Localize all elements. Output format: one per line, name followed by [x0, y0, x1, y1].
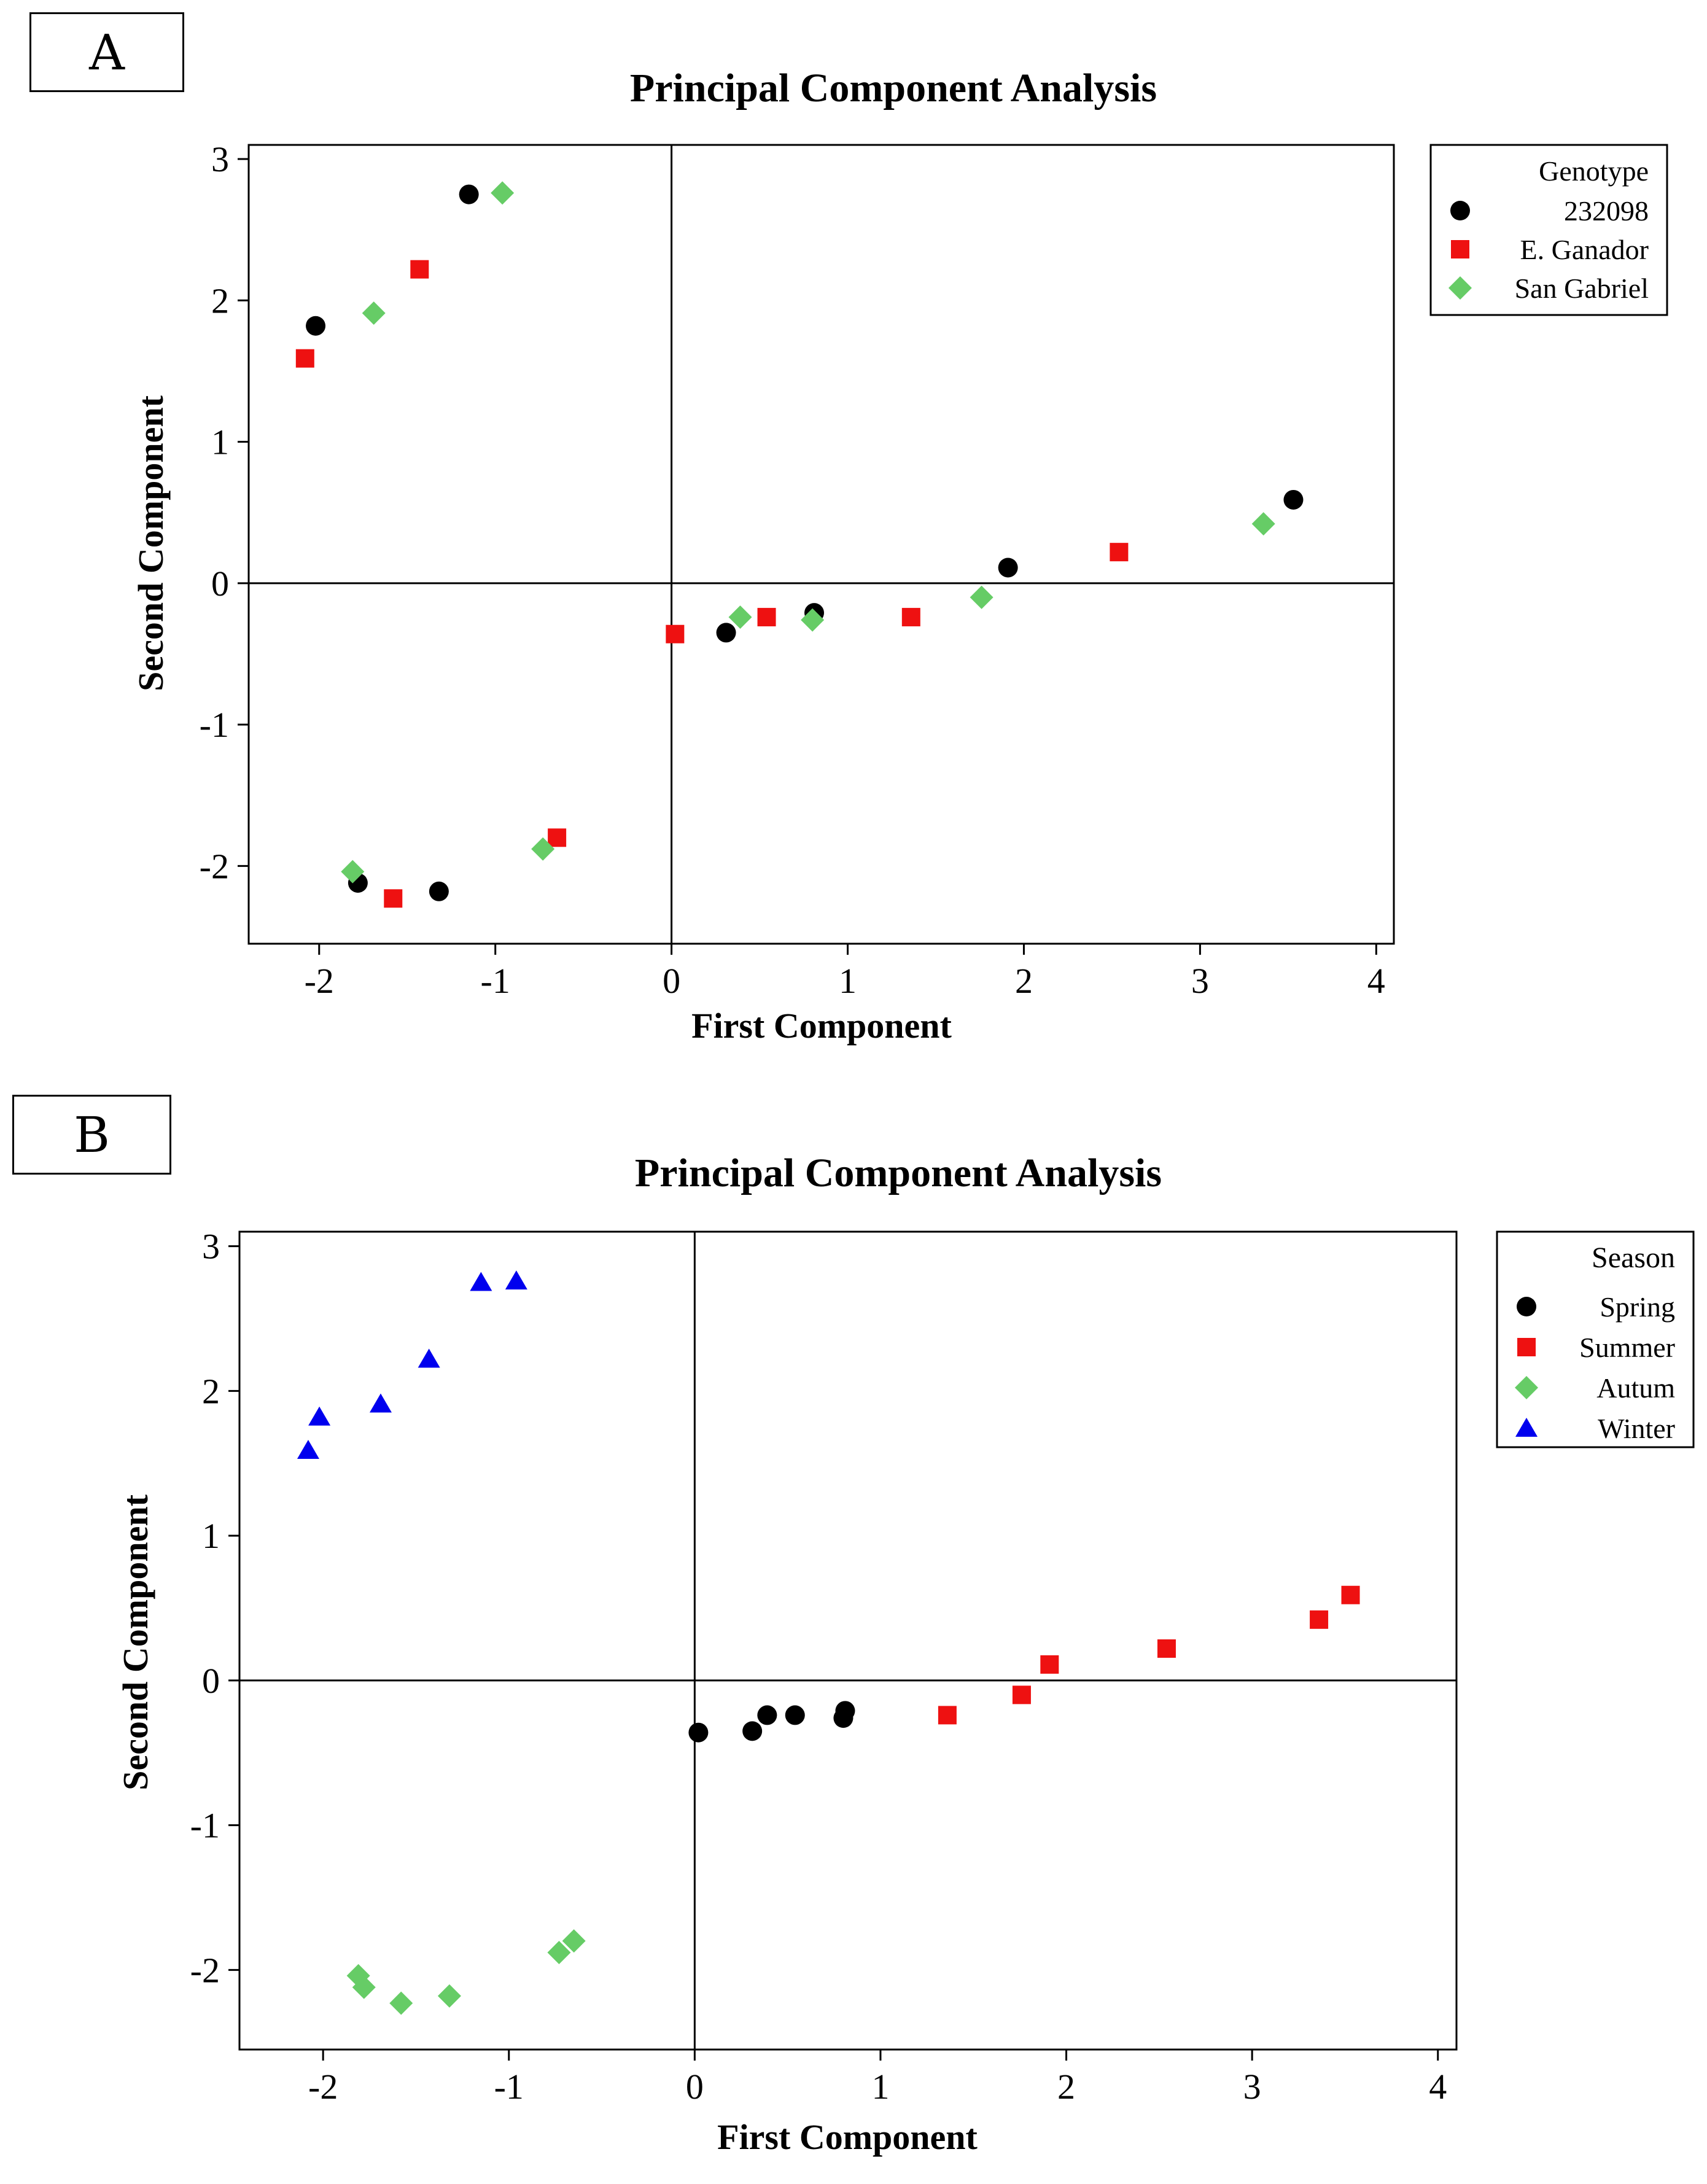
- x-tick-label: 4: [1367, 961, 1385, 1001]
- data-point-e-ganador: [295, 349, 314, 368]
- pca-chart-genotype: Principal Component Analysis -2 -1 0 1 2 3 4 -2 -…: [131, 66, 1668, 1046]
- data-point-winter: [418, 1348, 440, 1368]
- data-point-summer: [1341, 1585, 1360, 1604]
- data-point-spring: [785, 1705, 805, 1725]
- data-point-summer: [938, 1706, 957, 1725]
- legend-marker: [1517, 1338, 1536, 1356]
- legend-marker: [1517, 1297, 1536, 1316]
- data-point-san-gabriel: [728, 605, 752, 629]
- x-tick-label: 2: [1015, 961, 1033, 1001]
- data-point-san-gabriel: [362, 301, 386, 325]
- x-tick-label: 3: [1191, 961, 1209, 1001]
- x-tick-label: -2: [308, 2067, 338, 2107]
- data-point-autum: [389, 1991, 413, 2015]
- data-point-e-ganador: [1110, 543, 1129, 562]
- y-tick-label: -2: [190, 1950, 220, 1990]
- data-point-summer: [1310, 1610, 1329, 1629]
- x-tick-label: -2: [305, 961, 334, 1001]
- data-point-e-ganador: [666, 624, 685, 643]
- data-point-winter: [308, 1406, 331, 1426]
- y-tick-label: 1: [202, 1516, 220, 1556]
- data-point-autum: [437, 1984, 461, 2008]
- data-point-e-ganador: [384, 889, 403, 908]
- data-point-san-gabriel: [491, 181, 515, 205]
- chart-title: Principal Component Analysis: [635, 1151, 1162, 1195]
- legend-label: E. Ganador: [1520, 234, 1649, 265]
- y-tick-label: -2: [200, 846, 229, 886]
- data-point-san-gabriel: [1251, 512, 1275, 536]
- legend-label: Spring: [1600, 1291, 1675, 1323]
- legend-marker: [1515, 1376, 1538, 1399]
- data-point-232098: [306, 316, 326, 336]
- data-point-232098: [429, 881, 449, 901]
- data-point-232098: [998, 558, 1018, 578]
- data-point-winter: [505, 1270, 527, 1290]
- data-point-autum: [547, 1941, 571, 1965]
- legend-label: 232098: [1564, 195, 1649, 227]
- data-point-autum: [352, 1975, 376, 1999]
- panel-label-b: B: [12, 1095, 171, 1175]
- data-point-232098: [459, 184, 479, 204]
- y-tick-label: 1: [211, 422, 229, 462]
- data-point-e-ganador: [548, 828, 567, 847]
- data-point-summer: [1012, 1685, 1031, 1704]
- data-point-spring: [835, 1701, 855, 1721]
- x-tick-label: 1: [871, 2067, 889, 2107]
- x-tick-label: 4: [1429, 2067, 1447, 2107]
- legend-marker: [1451, 240, 1469, 258]
- chart-title: Principal Component Analysis: [630, 66, 1157, 111]
- x-axis-label: First Component: [717, 2117, 978, 2157]
- legend-label: Winter: [1598, 1413, 1675, 1444]
- data-point-232098: [716, 623, 736, 643]
- data-point-e-ganador: [901, 608, 920, 627]
- data-point-san-gabriel: [531, 837, 555, 861]
- data-point-summer: [1157, 1639, 1176, 1658]
- data-point-san-gabriel: [341, 860, 365, 884]
- legend-title: Genotype: [1539, 155, 1649, 187]
- plot-frame: [247, 144, 1395, 945]
- data-point-summer: [1040, 1655, 1059, 1674]
- data-point-winter: [369, 1393, 392, 1413]
- x-tick-label: 0: [663, 961, 680, 1001]
- legend-marker: [1448, 276, 1472, 300]
- pca-chart-season: Principal Component Analysis -2 -1 0 1 2 3 4 -2 -…: [115, 1151, 1695, 2157]
- y-axis-label: Second Component: [131, 395, 171, 691]
- panel-label-a: A: [29, 12, 184, 92]
- y-tick-label: -1: [190, 1806, 220, 1846]
- y-tick-label: 0: [202, 1661, 220, 1701]
- x-tick-label: 2: [1057, 2067, 1075, 2107]
- x-tick-label: -1: [481, 961, 510, 1001]
- data-point-winter: [470, 1272, 492, 1291]
- data-point-autum: [562, 1929, 586, 1953]
- y-tick-label: 3: [202, 1227, 220, 1267]
- x-tick-label: 1: [839, 961, 857, 1001]
- x-tick-label: 0: [686, 2067, 704, 2107]
- y-tick-label: -1: [200, 705, 229, 745]
- y-tick-label: 0: [211, 564, 229, 604]
- data-point-spring: [688, 1722, 709, 1743]
- x-tick-label: -1: [494, 2067, 524, 2107]
- legend-marker: [1515, 1418, 1538, 1437]
- plot-frame: [238, 1230, 1458, 2051]
- data-point-spring: [757, 1705, 777, 1725]
- data-point-232098: [1283, 489, 1304, 510]
- data-point-san-gabriel: [970, 585, 993, 609]
- data-point-spring: [742, 1721, 763, 1741]
- legend-label: San Gabriel: [1515, 273, 1649, 304]
- y-tick-label: 3: [211, 139, 229, 179]
- y-axis-label: Second Component: [115, 1494, 155, 1790]
- y-tick-label: 2: [211, 281, 229, 321]
- x-axis-label: First Component: [691, 1006, 952, 1046]
- y-tick-label: 2: [202, 1371, 220, 1411]
- legend-marker: [1450, 201, 1470, 220]
- data-point-san-gabriel: [801, 608, 825, 632]
- legend-title: Season: [1592, 1242, 1675, 1274]
- data-point-e-ganador: [757, 608, 776, 627]
- data-point-winter: [297, 1439, 319, 1459]
- data-point-e-ganador: [410, 260, 429, 279]
- legend-label: Autum: [1596, 1372, 1675, 1404]
- legend-label: Summer: [1579, 1332, 1675, 1363]
- x-tick-label: 3: [1243, 2067, 1261, 2107]
